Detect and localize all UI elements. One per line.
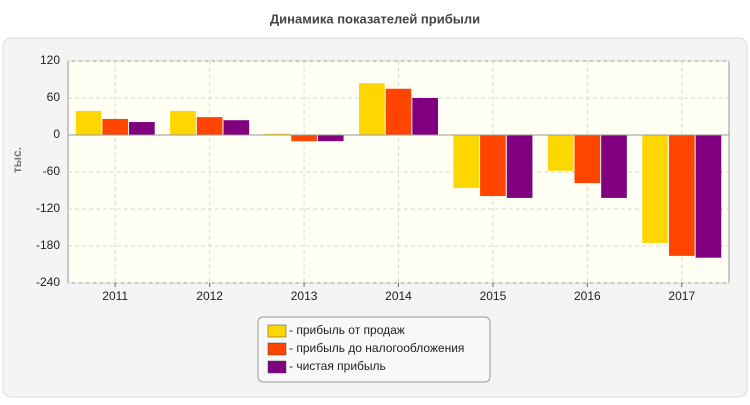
bar: [547, 135, 574, 171]
legend: [257, 316, 491, 383]
y-tick-label: 0: [53, 127, 60, 141]
bar: [385, 88, 412, 135]
bar: [412, 98, 438, 135]
x-tick-label: 2013: [291, 289, 318, 303]
bar: [129, 122, 155, 135]
bar: [291, 135, 317, 142]
legend-label: - чистая прибыль: [289, 359, 386, 373]
bar: [170, 110, 196, 135]
x-tick-label: 2017: [668, 289, 695, 303]
x-tick-label: 2011: [102, 289, 128, 303]
bar: [480, 135, 506, 197]
bar: [506, 135, 533, 198]
bar: [601, 135, 627, 198]
x-tick-label: 2015: [480, 289, 507, 303]
bar: [642, 135, 668, 243]
bar: [264, 133, 291, 135]
bar: [359, 83, 385, 135]
bar: [453, 135, 480, 189]
legend-label: - прибыль до налогообложения: [289, 341, 464, 355]
legend-swatch: [267, 360, 287, 374]
bar: [75, 110, 102, 135]
y-tick-label: -180: [36, 238, 60, 252]
y-tick-label: -120: [36, 201, 60, 215]
y-tick-label: 120: [40, 53, 60, 67]
bar: [574, 135, 601, 184]
y-tick-label: -240: [36, 275, 60, 289]
legend-swatch: [267, 324, 287, 338]
x-tick-label: 2014: [385, 289, 412, 303]
y-tick-label: -60: [43, 164, 61, 178]
bar: [668, 135, 695, 256]
bar: [102, 118, 129, 135]
y-tick-label: 60: [47, 90, 61, 104]
bar: [196, 117, 223, 135]
legend-label: - прибыль от продаж: [289, 323, 405, 337]
y-axis-label: тыс.: [10, 147, 24, 173]
x-tick-label: 2016: [574, 289, 601, 303]
bar: [223, 120, 250, 135]
x-tick-label: 2012: [196, 289, 223, 303]
chart-title: Динамика показателей прибыли: [270, 11, 480, 26]
legend-swatch: [267, 342, 287, 356]
bar: [317, 135, 344, 142]
bar: [695, 135, 722, 258]
